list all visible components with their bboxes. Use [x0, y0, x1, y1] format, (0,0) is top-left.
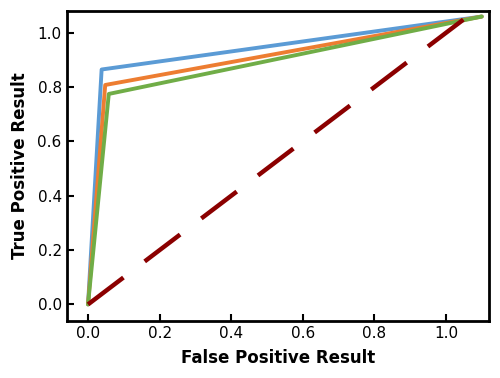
Y-axis label: True Positive Result: True Positive Result — [11, 73, 29, 259]
60% — [478, 14, 484, 19]
Line: 80%: 80% — [88, 17, 481, 304]
80% — [98, 67, 104, 72]
70% — [478, 14, 484, 19]
60% — [85, 302, 91, 307]
70% — [85, 302, 91, 307]
80% — [478, 14, 484, 19]
70% — [102, 83, 108, 87]
80% — [85, 302, 91, 307]
Line: 70%: 70% — [88, 17, 481, 304]
X-axis label: False Positive Result: False Positive Result — [180, 349, 375, 367]
60% — [106, 92, 112, 96]
Line: 60%: 60% — [88, 17, 481, 304]
